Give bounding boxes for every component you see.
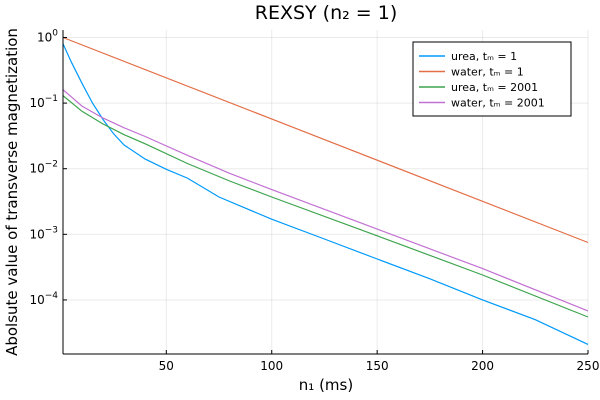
x-tick-label: 50 [159, 359, 174, 373]
x-tick-label: 150 [366, 359, 389, 373]
legend-label: urea, tₘ = 1 [451, 50, 517, 63]
legend-label: urea, tₘ = 2001 [451, 81, 538, 94]
x-tick-label: 250 [577, 359, 600, 373]
y-tick-label: 10−2 [29, 160, 58, 176]
x-tick-label: 100 [260, 359, 283, 373]
y-tick-base: 10 [29, 162, 44, 176]
legend-box [412, 41, 572, 117]
y-tick-label: 10−4 [29, 291, 58, 307]
x-axis-label: n₁ (ms) [299, 376, 353, 394]
y-tick-label: 100 [37, 28, 58, 44]
y-tick-base: 10 [37, 30, 52, 44]
series-line [62, 36, 589, 244]
y-tick-label: 10−3 [29, 225, 58, 241]
y-tick-exponent: −1 [45, 94, 58, 104]
series-line [62, 95, 589, 318]
x-tick-label: 200 [471, 359, 494, 373]
legend: urea, tₘ = 1 water, tₘ = 1 urea, tₘ = 2001… [412, 41, 572, 117]
y-tick-label: 10−1 [29, 94, 58, 110]
x-ticks: 50 100 150 200 250 [159, 350, 600, 373]
y-tick-exponent: −3 [45, 225, 58, 235]
plot-series [62, 36, 589, 345]
y-tick-exponent: 0 [52, 28, 58, 38]
y-tick-base: 10 [29, 227, 44, 241]
y-tick-exponent: −2 [45, 160, 58, 170]
y-tick-base: 10 [29, 96, 44, 110]
y-tick-base: 10 [29, 293, 44, 307]
series-line [62, 43, 589, 345]
y-axis-label: Abolsute value of transverse magnetizati… [3, 28, 21, 356]
legend-label: water, tₘ = 2001 [451, 97, 545, 110]
legend-label: water, tₘ = 1 [451, 66, 524, 79]
y-tick-exponent: −4 [45, 291, 59, 301]
chart-title: REXSY (n₂ = 1) [255, 2, 398, 24]
series-line [62, 89, 589, 312]
